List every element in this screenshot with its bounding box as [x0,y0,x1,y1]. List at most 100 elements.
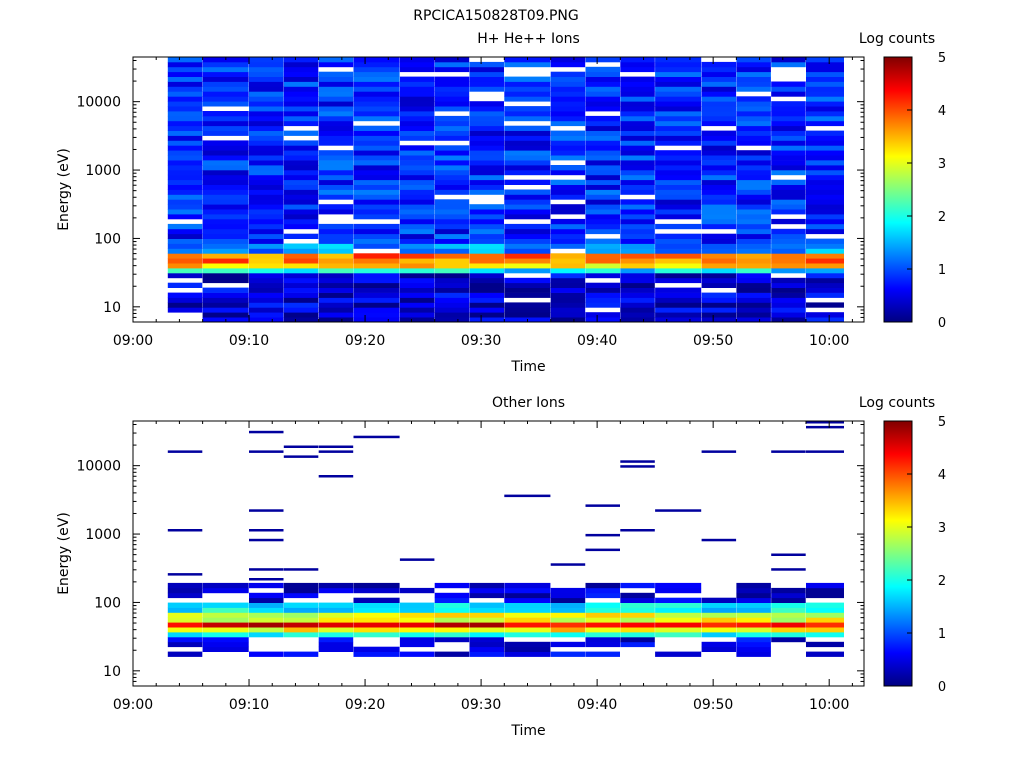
y-axis-label: Energy (eV) [56,148,72,231]
heatmap-cell [550,627,586,633]
heatmap-cell [550,209,586,215]
heatmap-cell [434,130,470,136]
heatmap-cell [701,174,737,181]
heatmap-cell [469,189,504,195]
heatmap-cell [202,165,249,171]
heatmap-cell [399,209,435,215]
heatmap-cell [318,57,354,63]
heatmap-cell [701,140,737,146]
panel-title: H+ He++ Ions [477,31,580,47]
heatmap-cell [469,86,504,92]
heatmap-cell [655,174,702,181]
heatmap-cell [249,592,284,599]
heatmap-cell [504,287,551,293]
heatmap-cell [318,76,354,82]
heatmap-cell [655,66,702,73]
heatmap-cell [167,130,203,136]
heatmap-cell [399,302,435,308]
heatmap-cell [620,223,655,230]
heatmap-cell [701,450,737,453]
heatmap-cell [434,258,470,264]
heatmap-cell [550,223,586,230]
heatmap-cell [399,622,435,628]
heatmap-cell [771,140,806,146]
heatmap-cell [504,204,551,210]
heatmap-cell [771,169,806,176]
heatmap-cell [399,86,435,92]
heatmap-cell [806,184,844,190]
heatmap-cell [353,617,400,623]
heatmap-cell [504,165,551,171]
heatmap-cell [249,91,284,97]
heatmap-cell [202,194,249,200]
heatmap-cell [585,223,620,230]
heatmap-cell [318,111,354,117]
heatmap-cell [701,258,737,264]
heatmap-cell [504,125,551,131]
heatmap-cell [771,179,806,185]
heatmap-cell [283,317,319,323]
heatmap-cell [620,592,655,599]
heatmap-cell [167,263,203,269]
heatmap-cell [550,617,586,623]
heatmap-cell [249,258,284,264]
heatmap-cell [655,115,702,122]
heatmap-cell [318,475,354,478]
heatmap-cell [469,592,504,599]
heatmap-cell [167,602,203,608]
heatmap-cell [701,106,737,112]
heatmap-cell [655,71,702,77]
heatmap-cell [249,57,284,63]
heatmap-cell [585,169,620,176]
heatmap-cell [249,189,284,195]
heatmap-cell [585,150,620,156]
heatmap-cell [655,199,702,205]
heatmap-cell [283,302,319,308]
colorbar-tick-label: 3 [938,157,946,172]
heatmap-cell [504,248,551,254]
heatmap-cell [701,91,737,97]
heatmap-cell [249,145,284,151]
colorbar-tick-label: 4 [938,104,946,119]
heatmap-cell [434,302,470,308]
heatmap-cell [399,150,435,156]
heatmap-cell [701,120,737,127]
heatmap-cell [504,253,551,259]
heatmap-cell [202,617,249,623]
heatmap-cell [318,135,354,141]
heatmap-cell [504,223,551,230]
heatmap-cell [504,494,551,498]
heatmap-cell [701,263,737,269]
heatmap-cell [585,533,620,537]
heatmap-cell [585,204,620,210]
heatmap-cell [399,169,435,176]
heatmap-cell [771,160,806,166]
heatmap-cell [620,641,655,648]
heatmap-cell [318,450,354,453]
heatmap-cell [655,169,702,176]
heatmap-cell [399,101,435,107]
heatmap-cell [806,209,844,215]
heatmap-cell [249,71,284,77]
heatmap-cell [736,228,771,235]
heatmap-cell [620,238,655,244]
heatmap-cell [249,243,284,249]
heatmap-cell [806,194,844,200]
heatmap-cell [434,209,470,215]
heatmap-cell [655,135,702,141]
heatmap-cell [550,106,586,112]
heatmap-cell [399,632,435,638]
heatmap-cell [620,130,655,136]
heatmap-cell [249,632,284,638]
heatmap-cell [318,602,354,608]
heatmap-cell [550,651,586,657]
heatmap-cell [701,622,737,628]
heatmap-cell [701,617,737,623]
heatmap-cell [806,81,844,87]
heatmap-cell [701,272,737,279]
heatmap-cell [655,238,702,244]
heatmap-cell [550,96,586,102]
heatmap-cell [620,218,655,225]
heatmap-cell [620,155,655,161]
heatmap-cell [167,204,203,210]
